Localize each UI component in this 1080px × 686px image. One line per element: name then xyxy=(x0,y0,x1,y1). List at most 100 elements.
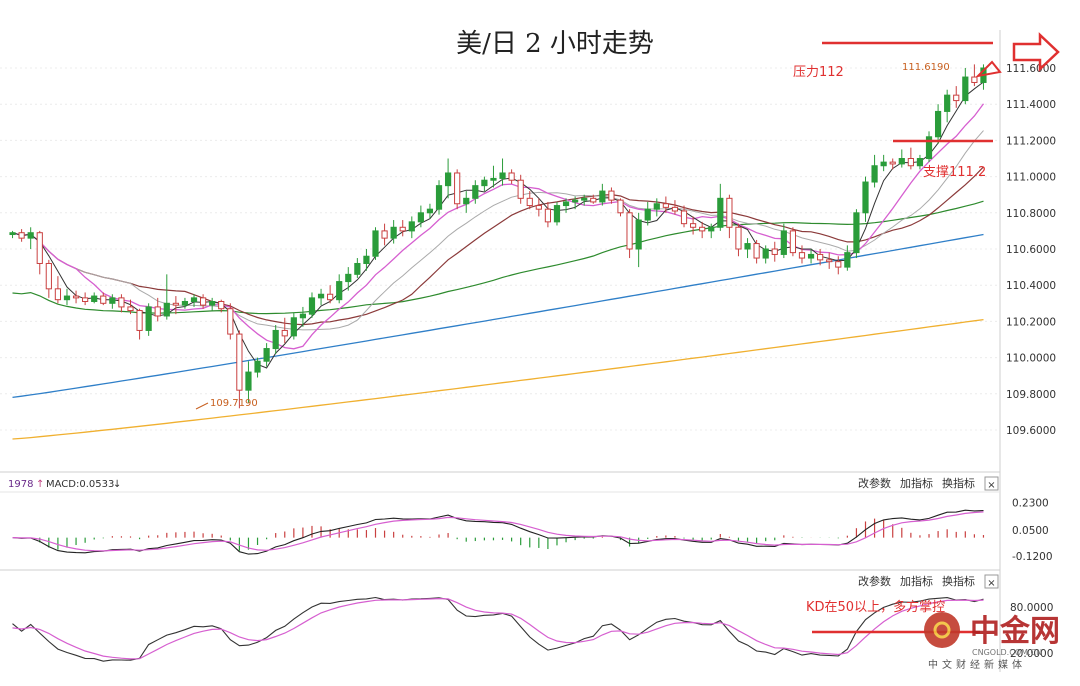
ma-green-line xyxy=(12,200,984,315)
candle-body xyxy=(871,165,878,183)
macd-toolbar: 改参数 加指标 换指标 × xyxy=(858,476,999,491)
candle-body xyxy=(9,232,16,236)
candle-body xyxy=(608,190,615,201)
candle-body xyxy=(463,197,470,205)
candle-body xyxy=(82,297,89,302)
candle-body xyxy=(517,179,524,199)
candle-body xyxy=(617,199,624,214)
price-tick-label: 111.0000 xyxy=(1006,172,1056,184)
candle-body xyxy=(263,348,270,362)
candle-body xyxy=(753,243,760,259)
candle-body xyxy=(390,226,397,239)
price-tick-label: 110.8000 xyxy=(1006,208,1056,220)
candle-body xyxy=(780,230,787,255)
watermark-brand: 中金网 xyxy=(970,614,1060,649)
candle-body xyxy=(590,197,597,203)
price-axis: 111.6000 111.4000 111.2000 111.0000 110.8000… xyxy=(1006,63,1056,437)
candle-body xyxy=(444,172,452,187)
candle-body xyxy=(699,226,706,232)
price-panel-frame xyxy=(0,30,1001,672)
candle-body xyxy=(199,297,207,306)
price-tick-label: 111.6000 xyxy=(1006,63,1056,75)
candle-body xyxy=(644,208,651,221)
macd-tick-label: 0.2300 xyxy=(1012,498,1049,510)
candle-body xyxy=(254,360,261,373)
kd-toolbar: 改参数 加指标 换指标 × xyxy=(858,574,999,589)
candle-body xyxy=(771,248,778,255)
close-icon[interactable]: × xyxy=(987,578,995,589)
candle-body xyxy=(127,306,134,312)
candle-body xyxy=(290,317,297,337)
candle-body xyxy=(245,371,252,391)
price-tick-label: 111.4000 xyxy=(1006,99,1056,111)
brand-logo-icon xyxy=(924,612,960,648)
candle-body xyxy=(499,172,506,179)
candle-body xyxy=(971,76,978,83)
candle-body xyxy=(653,203,660,210)
candle-body xyxy=(798,252,806,259)
candle-body xyxy=(354,262,361,275)
candle-body xyxy=(209,300,216,306)
candle-body xyxy=(363,255,370,264)
candle-body xyxy=(172,302,179,306)
price-tick-label: 110.0000 xyxy=(1006,353,1056,365)
candle-body xyxy=(472,185,479,199)
kd-add-indicator-button[interactable]: 加指标 xyxy=(900,574,933,588)
candle-body xyxy=(317,293,325,299)
candle-body xyxy=(944,94,951,112)
watermark-url: CNGOLD.COM.CN xyxy=(972,648,1042,657)
candle-body xyxy=(680,210,688,225)
kd-tick-label: 80.0000 xyxy=(1010,602,1053,614)
candle-body xyxy=(599,190,606,203)
candle-body xyxy=(372,230,379,257)
candle-body xyxy=(671,206,679,212)
candle-body xyxy=(181,300,189,306)
macd-change-params-button[interactable]: 改参数 xyxy=(858,476,891,490)
candle-body xyxy=(916,158,924,167)
ma-brown-line xyxy=(12,166,984,326)
candle-body xyxy=(45,262,52,290)
macd-close-button[interactable] xyxy=(984,476,999,491)
kd-switch-indicator-button[interactable]: 换指标 xyxy=(942,574,975,588)
candle-body xyxy=(562,201,570,207)
candle-body xyxy=(572,199,579,203)
candle-body xyxy=(689,223,697,228)
ma-short-line xyxy=(12,81,984,369)
candle-body xyxy=(934,110,942,138)
close-icon[interactable]: × xyxy=(987,480,995,491)
arrow-icon xyxy=(975,32,1060,78)
candle-body xyxy=(281,329,288,337)
kd-change-params-button[interactable]: 改参数 xyxy=(858,574,891,588)
kd-axis: 80.0000 20.0000 xyxy=(1010,602,1053,660)
down-arrow-icon: ↓ xyxy=(113,479,121,490)
macd-add-indicator-button[interactable]: 加指标 xyxy=(900,476,933,490)
macd-switch-indicator-button[interactable]: 换指标 xyxy=(942,476,975,490)
ma-orange-line xyxy=(12,318,984,440)
low-price-label: 109.7190 xyxy=(210,398,258,409)
support-label: 支撑111.2 xyxy=(923,165,986,180)
price-tick-label: 110.6000 xyxy=(1006,244,1056,256)
candle-body xyxy=(853,212,860,254)
candle-body xyxy=(109,297,116,304)
macd-dif-line xyxy=(12,509,984,555)
candle-body xyxy=(272,329,279,350)
kd-plot xyxy=(12,596,984,662)
macd-dea-line xyxy=(12,511,984,552)
candle-body xyxy=(744,243,751,250)
price-tick-label: 111.2000 xyxy=(1006,135,1056,147)
candle-body xyxy=(481,179,488,187)
candle-body xyxy=(635,219,642,250)
candle-body xyxy=(826,259,833,263)
candle-body xyxy=(835,261,842,268)
candle-body xyxy=(880,161,887,167)
candle-body xyxy=(962,76,969,102)
candle-body xyxy=(36,232,43,264)
kd-close-button[interactable] xyxy=(984,574,999,589)
candle-body xyxy=(535,205,542,210)
candle-body xyxy=(336,281,343,301)
kd-d-line xyxy=(12,597,984,660)
candle-body xyxy=(72,295,80,299)
macd-header: 1978 ↑ MACD:0.0533 ↓ xyxy=(8,479,121,490)
